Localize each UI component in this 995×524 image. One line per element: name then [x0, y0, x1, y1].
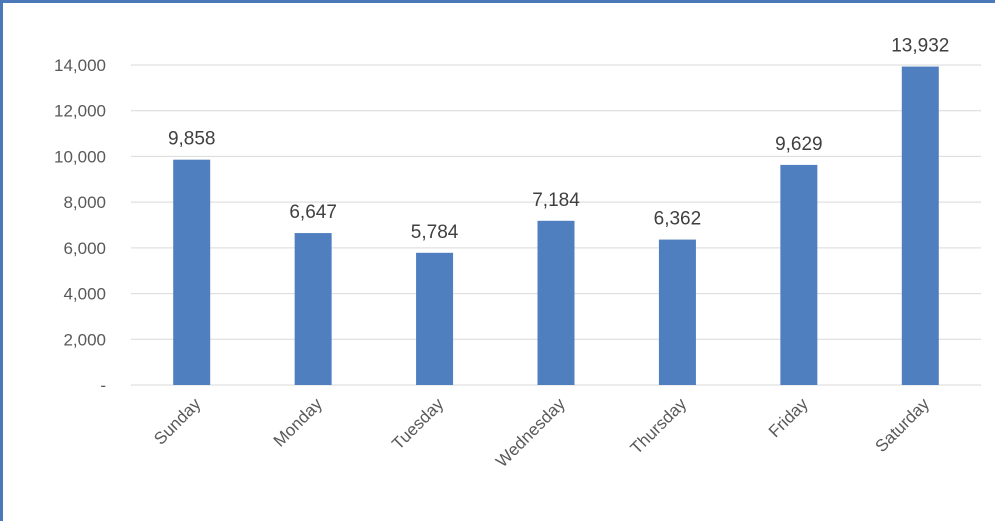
y-tick-label: 2,000 — [63, 330, 106, 349]
bar-tuesday — [416, 252, 454, 385]
y-tick-label: 10,000 — [54, 147, 106, 166]
data-label-wednesday: 7,184 — [532, 190, 580, 211]
y-tick-label: 4,000 — [63, 285, 106, 304]
bars — [173, 66, 939, 385]
data-label-thursday: 6,362 — [654, 209, 702, 230]
x-axis-category-labels: Sunday Monday Tuesday Wednesday Thursday Frid… — [150, 394, 933, 471]
category-label-saturday: Saturday — [872, 394, 934, 456]
data-label-saturday: 13,932 — [891, 36, 949, 57]
category-label-sunday: Sunday — [150, 394, 205, 449]
bar-chart: -2,0004,0006,0008,00010,00012,00014,000 … — [54, 36, 981, 471]
bar-thursday — [658, 239, 696, 385]
data-label-sunday: 9,858 — [168, 129, 216, 150]
y-tick-label: 8,000 — [63, 193, 106, 212]
data-labels: 9,858 6,647 5,784 7,184 6,362 9,629 13,932 — [168, 36, 949, 243]
y-tick-label: 6,000 — [63, 239, 106, 258]
bar-sunday — [173, 159, 211, 385]
bar-monday — [294, 233, 332, 385]
y-tick-label: 14,000 — [54, 56, 106, 75]
y-tick-label: 12,000 — [54, 102, 106, 121]
y-tick-label: - — [100, 376, 106, 395]
category-label-wednesday: Wednesday — [492, 394, 569, 471]
data-label-tuesday: 5,784 — [411, 222, 459, 243]
y-axis-tick-labels: - 2,000 4,000 6,000 8,000 10,000 12,000 14,000 — [54, 56, 106, 395]
category-label-friday: Friday — [765, 394, 812, 441]
data-label-monday: 6,647 — [289, 202, 337, 223]
category-label-monday: Monday — [270, 394, 327, 451]
bar-wednesday — [537, 220, 575, 385]
bar-saturday — [901, 66, 939, 385]
bar-friday — [780, 164, 818, 385]
data-label-friday: 9,629 — [775, 134, 823, 155]
category-label-tuesday: Tuesday — [388, 394, 447, 453]
category-label-thursday: Thursday — [627, 394, 691, 458]
